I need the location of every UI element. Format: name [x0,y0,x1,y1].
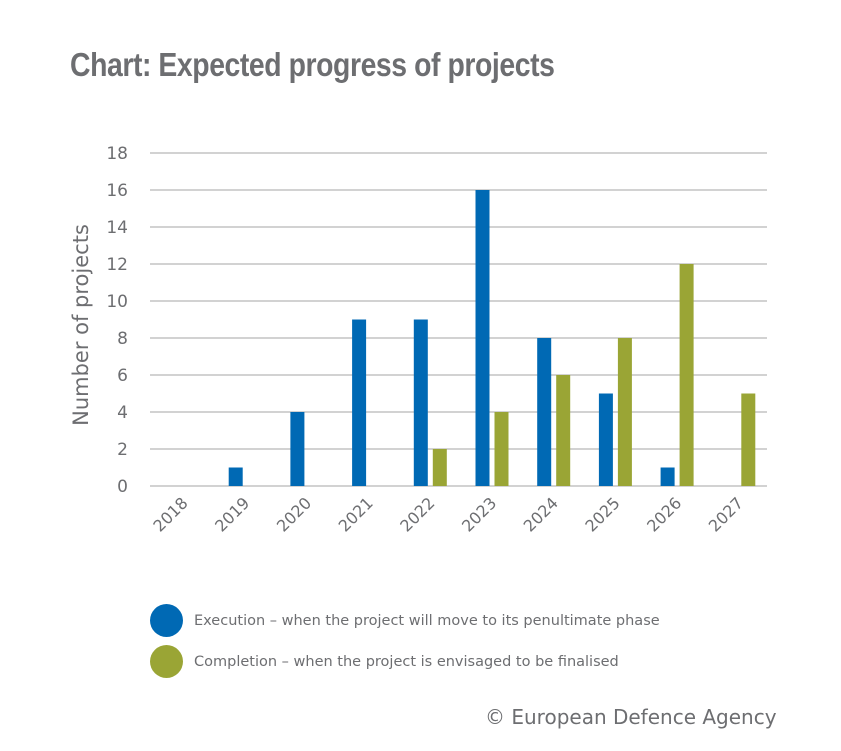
legend-label-execution: Execution – when the project will move t… [194,612,660,629]
bar-completion-2024 [556,375,571,486]
bar-completion-2027 [741,393,756,486]
x-tick-label: 2025 [581,493,623,535]
bar-execution-2026 [660,467,675,486]
legend-swatch-completion [150,645,183,678]
x-tick-label: 2024 [520,493,562,535]
bar-execution-2020 [290,412,305,486]
bar-execution-2024 [537,338,552,486]
bar-completion-2025 [617,338,632,486]
y-tick-label: 14 [106,218,128,238]
x-tick-label: 2026 [643,493,685,535]
y-tick-label: 12 [106,255,128,275]
copyright-notice: © European Defence Agency [485,705,777,729]
bar-execution-2025 [598,393,613,486]
gridlines [150,152,767,487]
legend-label-completion: Completion – when the project is envisag… [194,653,619,670]
bar-execution-2021 [352,319,367,486]
y-tick-label: 2 [117,440,128,460]
chart-title: Chart: Expected progress of projects [70,46,555,83]
x-tick-label: 2018 [149,493,191,535]
bar-completion-2023 [494,412,509,486]
y-tick-label: 6 [117,366,128,386]
y-tick-label: 8 [117,329,128,349]
legend-swatch-execution [150,604,183,637]
x-tick-label: 2020 [273,493,315,535]
bar-completion-2022 [432,449,447,486]
y-tick-label: 4 [117,403,128,423]
y-tick-label: 18 [106,144,128,164]
x-tick-label: 2021 [335,493,377,535]
bar-completion-2026 [679,264,694,486]
x-tick-label: 2023 [458,493,500,535]
y-axis-label: Number of projects [69,224,93,426]
x-axis-ticks: 2018 2019 2020 2021 2022 2023 2024 2025 2026 2027 [149,493,747,535]
x-tick-label: 2022 [396,493,438,535]
legend-item-execution: Execution – when the project will move t… [150,604,660,637]
y-axis-ticks: 0 2 4 6 8 10 12 14 16 18 [106,144,128,497]
legend-item-completion: Completion – when the project is envisag… [150,645,619,678]
bars [228,190,756,486]
x-tick-label: 2019 [211,493,253,535]
x-tick-label: 2027 [705,493,747,535]
y-tick-label: 0 [117,477,128,497]
y-tick-label: 16 [106,181,128,201]
bar-execution-2023 [475,190,490,486]
y-tick-label: 10 [106,292,128,312]
bar-execution-2022 [413,319,428,486]
bar-execution-2019 [228,467,243,486]
